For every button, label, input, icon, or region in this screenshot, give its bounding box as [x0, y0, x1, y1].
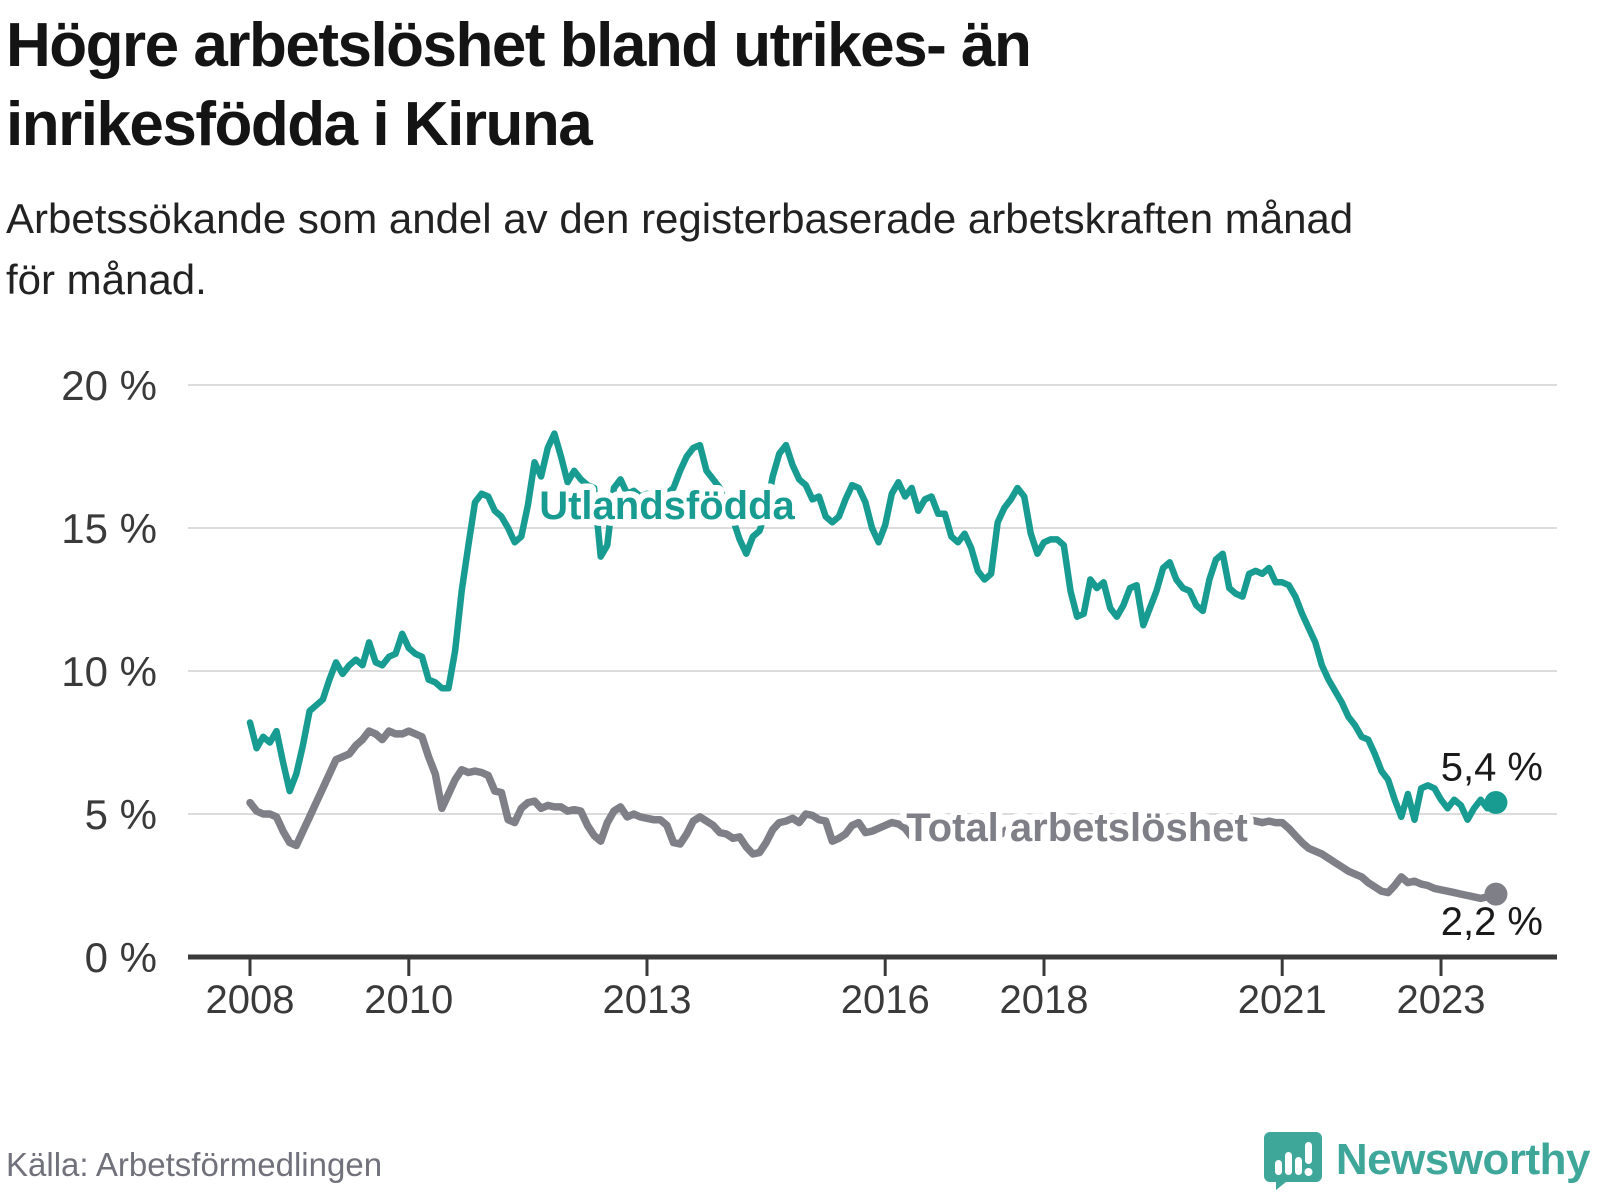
series-end-value: 5,4 %	[1441, 746, 1543, 790]
newsworthy-logo-text: Newsworthy	[1335, 1135, 1591, 1184]
x-axis-label: 2023	[1397, 978, 1486, 1022]
source-note: Källa: Arbetsförmedlingen	[6, 1146, 383, 1183]
x-axis-label: 2010	[364, 978, 453, 1022]
series-end-dot	[1484, 882, 1508, 906]
series-end-value: 2,2 %	[1441, 900, 1543, 944]
series-label: Utlandsfödda	[539, 484, 795, 528]
y-axis-label: 20 %	[61, 362, 157, 409]
newsworthy-logo-icon	[1263, 1132, 1322, 1190]
series-label: Total arbetslöshet	[906, 806, 1248, 850]
subtitle-line-2: för månad.	[6, 256, 207, 303]
x-axis-label: 2013	[603, 978, 692, 1022]
y-axis-label: 10 %	[61, 648, 157, 695]
x-axis-label: 2021	[1238, 978, 1327, 1022]
y-axis-label: 0 %	[85, 934, 157, 981]
series-line	[246, 727, 1498, 903]
page-title: Högre arbetslöshet bland utrikes- än inr…	[6, 6, 1576, 164]
series-end-dot	[1484, 791, 1508, 815]
title-line-2: inrikesfödda i Kiruna	[6, 90, 593, 159]
chart-subtitle: Arbetssökande som andel av den registerb…	[6, 188, 1576, 310]
y-axis-label: 5 %	[85, 791, 157, 838]
x-axis-label: 2018	[1000, 978, 1089, 1022]
newsworthy-brand: Newsworthy	[1263, 1130, 1591, 1190]
y-axis-label: 15 %	[61, 505, 157, 552]
series-line	[246, 430, 1498, 823]
title-line-1: Högre arbetslöshet bland utrikes- än	[6, 11, 1032, 80]
x-axis-label: 2008	[206, 978, 295, 1022]
x-axis-label: 2016	[841, 978, 930, 1022]
subtitle-line-1: Arbetssökande som andel av den registerb…	[6, 195, 1354, 242]
